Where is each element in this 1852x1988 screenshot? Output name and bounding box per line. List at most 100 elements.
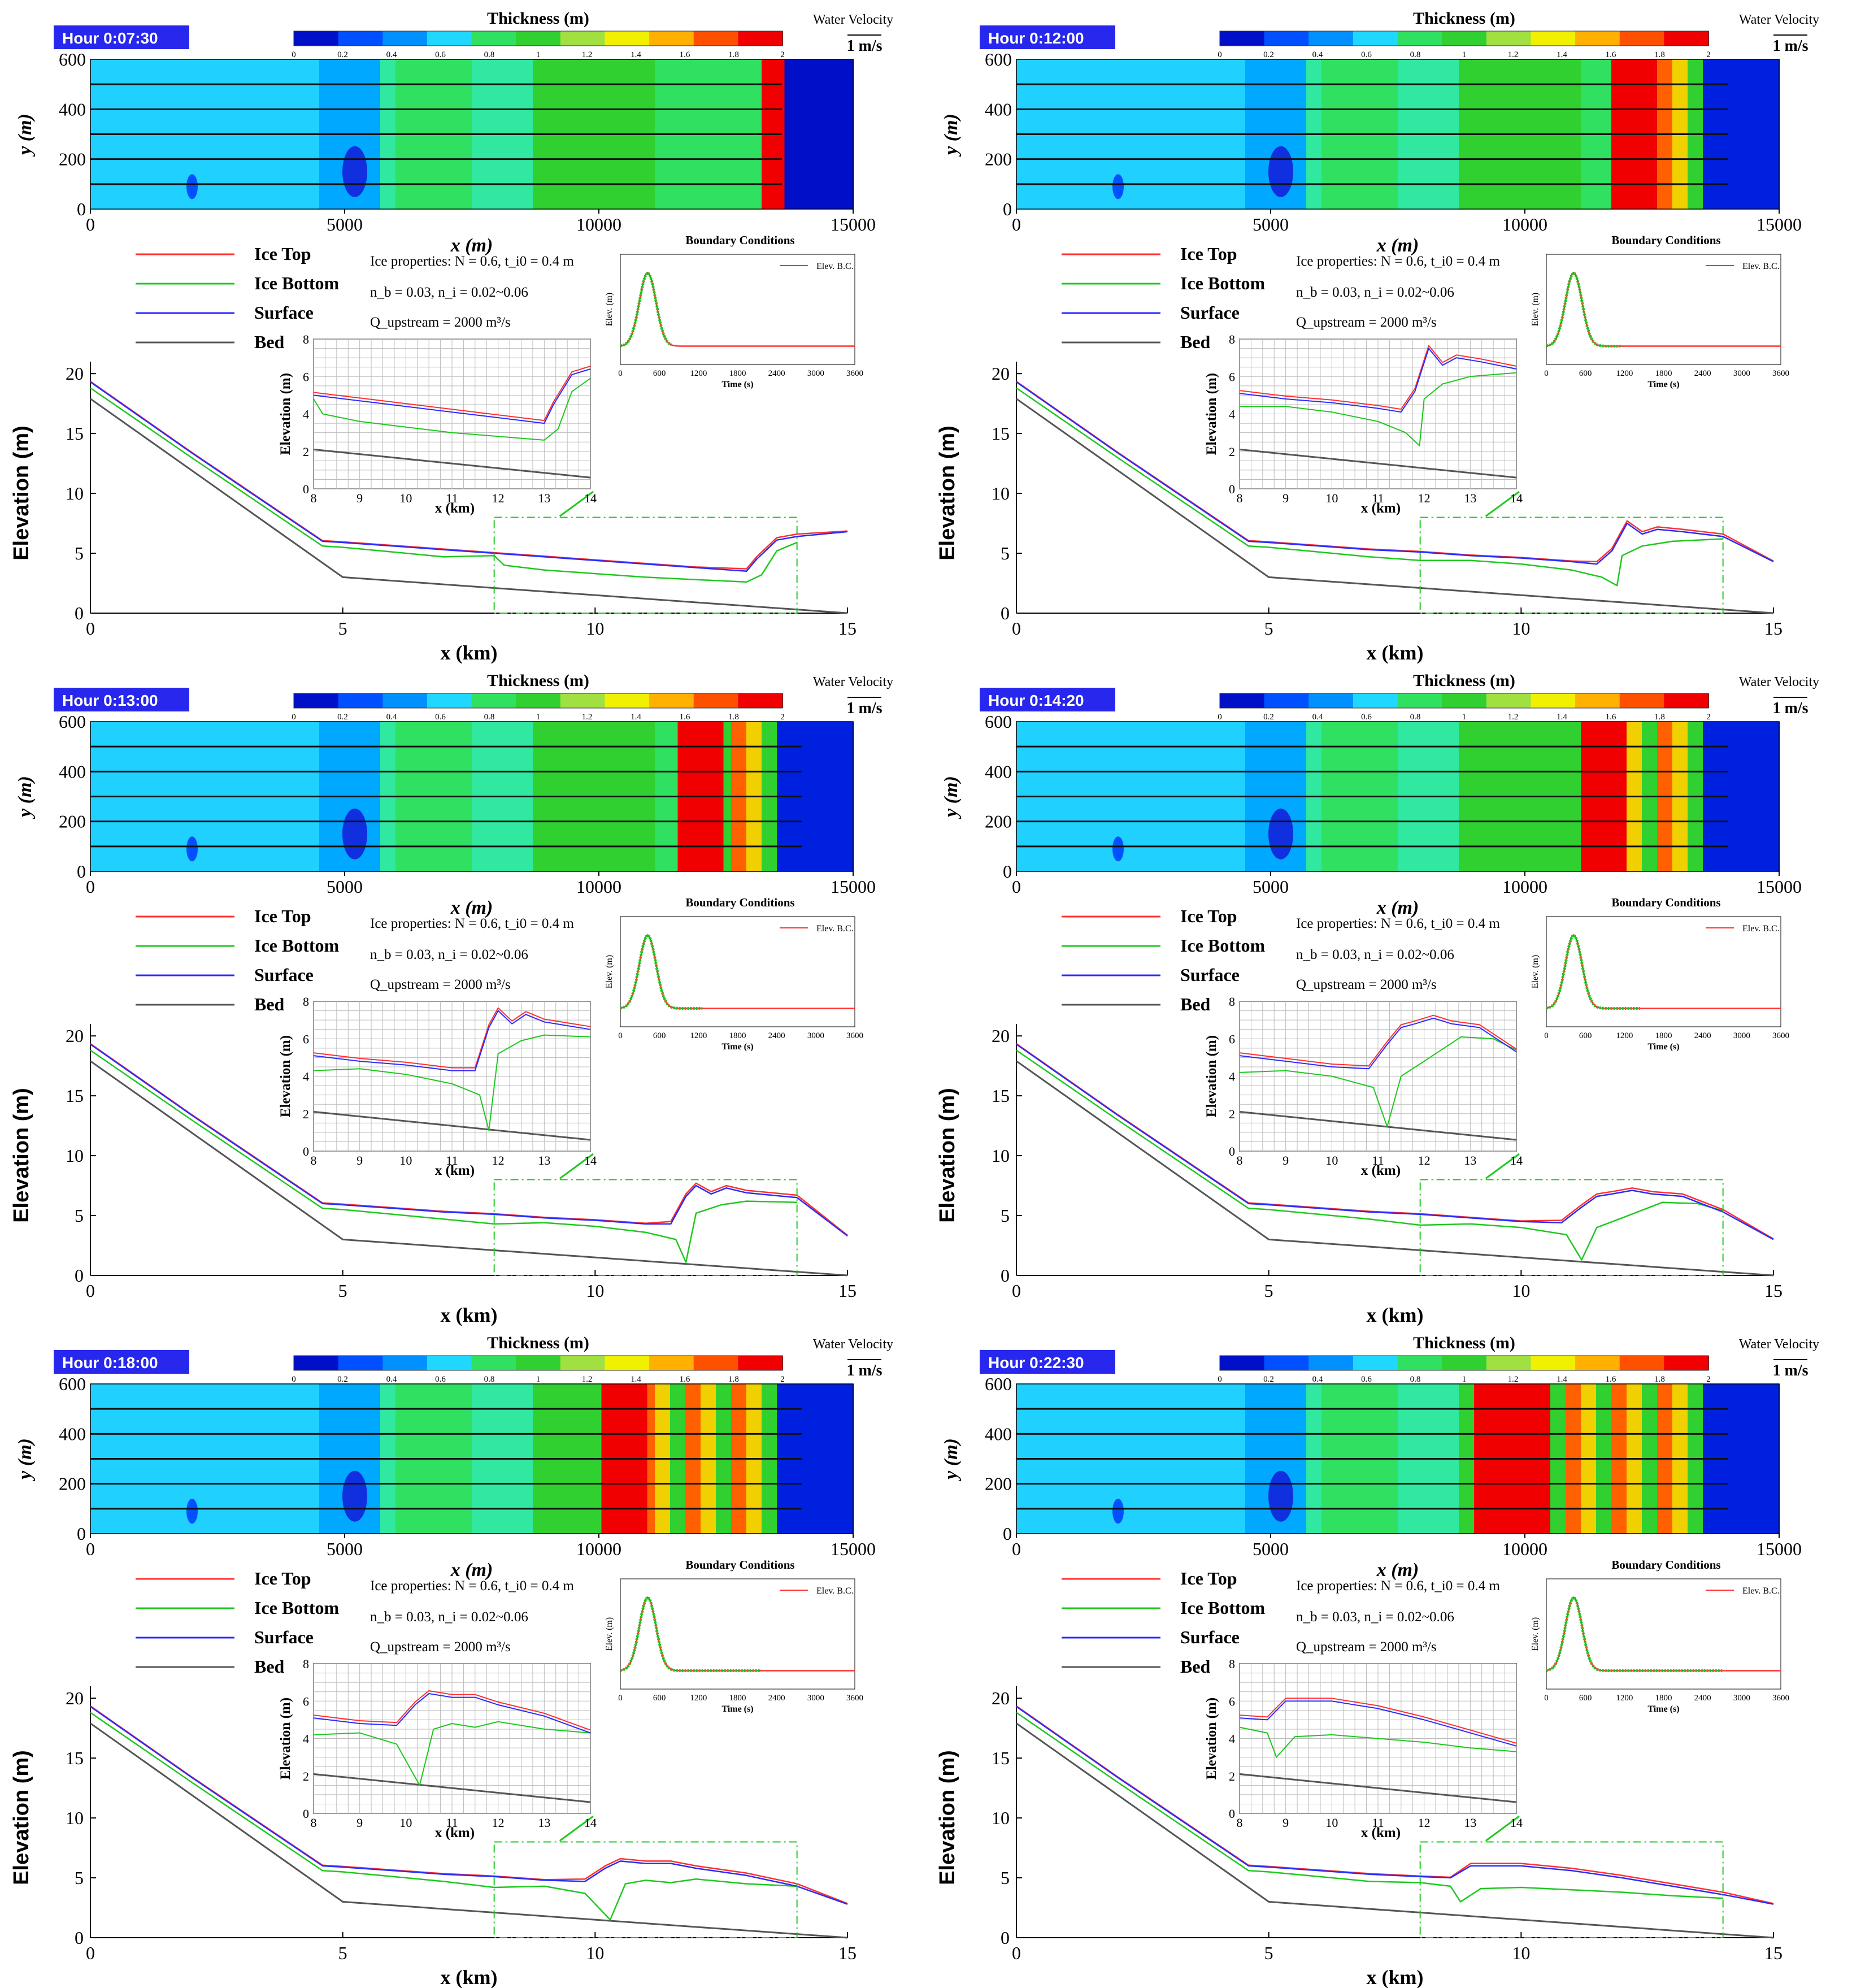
colorbar-swatch [294,1356,339,1370]
bc-x-label: Time (s) [1647,1704,1679,1714]
velocity-title: Water Velocity [1739,1337,1819,1352]
legend-label: Surface [1180,302,1240,323]
map-frame [90,1383,854,1534]
elev-x-tick-label: 10 [1512,618,1530,639]
thickness-title: Thickness (m) [1413,671,1515,690]
thickness-cell [1749,1384,1757,1534]
zoom-box [1419,516,1724,614]
map-x-label: x (m) [450,897,493,918]
ice-bottom-line [1016,1049,1724,1261]
inset-y-tick-label: 0 [1229,1144,1235,1158]
colorbar-swatch [1664,1356,1709,1370]
map-y-tick-label: 400 [985,1423,1012,1444]
surface-line [90,1705,848,1905]
surface-line [90,381,848,572]
thickness-cell [1756,59,1764,209]
thickness-cell [784,59,793,209]
thin-ice-pocket [186,836,198,862]
inset-x-tick-label: 14 [584,1816,597,1830]
roughness-text: n_b = 0.03, n_i = 0.02~0.06 [370,1609,528,1625]
discharge-text: Q_upstream = 2000 m³/s [1296,977,1437,992]
bc-x-tick-label: 3000 [807,369,824,378]
discharge-text: Q_upstream = 2000 m³/s [370,315,511,330]
map-y-tick-label: 200 [985,811,1012,832]
surface-line [1016,381,1774,565]
inset-x-tick-label: 9 [1283,491,1289,505]
map-x-tick-label: 15000 [831,214,876,235]
elev-x-tick-label: 15 [1764,1281,1783,1301]
map-y-tick-label: 600 [985,711,1012,732]
bc-hydrograph [1546,934,1781,1009]
colorbar-swatch [560,31,606,46]
colorbar-tick: 0 [292,50,296,59]
bc-x-tick-label: 600 [1579,1694,1592,1703]
thickness-cell [1756,722,1764,871]
thickness-cell [799,59,808,209]
elev-x-tick-label: 0 [86,1281,95,1301]
roughness-text: n_b = 0.03, n_i = 0.02~0.06 [1296,1609,1454,1625]
inset-y-tick-label: 8 [303,995,309,1009]
bc-y-label: Elev. (m) [1531,293,1540,326]
elev-x-tick-label: 0 [86,618,95,639]
elev-x-tick-label: 5 [338,1281,347,1301]
thickness-map [1016,721,1780,872]
colorbar-tick: 1.4 [631,50,641,59]
bc-x-tick-label: 3000 [807,1694,824,1703]
thickness-map [90,59,854,210]
colorbar-tick: 1.2 [582,50,593,59]
colorbar-tick: 0.8 [484,713,495,722]
elev-x-tick-label: 5 [1264,1281,1273,1301]
elev-y-tick-label: 0 [75,1928,84,1948]
map-x-tick-label: 10000 [1502,214,1547,235]
bc-x-tick-label: 600 [653,1694,666,1703]
colorbar-frame [1219,31,1709,46]
colorbar-swatch [516,31,561,46]
colorbar-tick: 1.2 [1508,50,1519,59]
zoom-arrow [1485,491,1520,517]
colorbar-swatch [427,693,472,708]
map-x-tick-label: 0 [1012,214,1021,235]
ice-properties-text: Ice properties: N = 0.6, t_i0 = 0.4 m [1296,916,1500,931]
inset-y-tick-label: 4 [303,1070,309,1084]
map-x-tick-label: 10000 [576,1539,621,1559]
bc-x-tick-label: 3600 [846,1694,863,1703]
map-x-tick-label: 10000 [1502,1539,1547,1559]
map-x-tick-label: 5000 [327,1539,363,1559]
inset-y-label: Elevation (m) [1204,1698,1219,1779]
bc-x-tick-label: 2400 [1694,369,1711,378]
colorbar-tick: 0.2 [1263,50,1274,59]
inset-y-tick-label: 0 [1229,482,1235,496]
ice-properties-text: Ice properties: N = 0.6, t_i0 = 0.4 m [1296,254,1500,269]
thickness-cell [1749,59,1757,209]
inset-x-tick-label: 9 [357,491,363,505]
colorbar-tick: 2 [1706,713,1711,722]
inset-y-tick-label: 6 [303,1694,309,1708]
elev-x-tick-label: 5 [1264,1943,1273,1963]
thin-ice-pocket [342,1470,367,1522]
thin-ice-pocket [1268,146,1293,197]
thickness-cell [830,722,838,871]
elev-y-tick-label: 20 [992,363,1010,384]
inset-y-tick-label: 0 [303,482,309,496]
colorbar-tick: 0.4 [386,713,397,722]
inset-y-tick-label: 2 [1229,445,1235,459]
inset-ice-top-line [313,1007,591,1069]
map-y-label: y (m) [15,114,36,157]
bc-x-tick-label: 0 [618,1694,623,1703]
colorbar-tick: 0.8 [484,1375,495,1384]
colorbar-tick: 1 [1462,713,1467,722]
colorbar-tick: 0.6 [435,50,446,59]
velocity-ref-label: 1 m/s [847,700,882,717]
colorbar-tick: 0.4 [1312,713,1323,722]
bc-x-tick-label: 1200 [690,1694,707,1703]
elev-y-tick-label: 10 [66,1145,84,1166]
inset-x-tick-label: 11 [446,491,458,505]
inset-bed-line [313,1110,591,1141]
colorbar-tick: 0.2 [337,1375,348,1384]
inset-y-tick-label: 4 [303,407,309,422]
colorbar-tick: 1.8 [1654,1375,1665,1384]
ice-bottom-line [90,1049,797,1263]
inset-y-label: Elevation (m) [278,373,293,455]
inset-x-tick-label: 9 [1283,1816,1289,1830]
bed-line [90,1060,848,1277]
